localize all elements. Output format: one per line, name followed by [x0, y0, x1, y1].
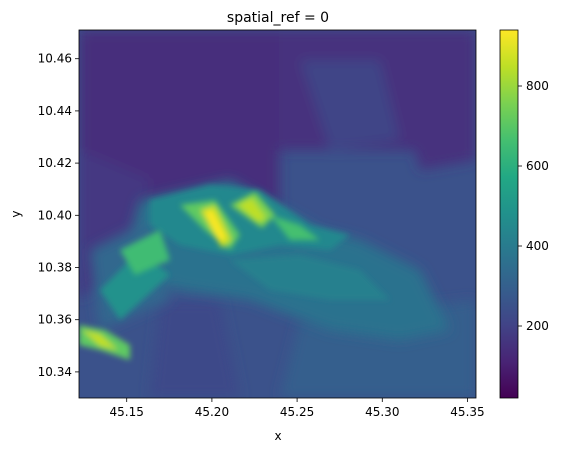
y-axis-ticks: 10.34 10.36 10.38 10.40 10.42 10.44 10.46 [38, 52, 79, 379]
y-tick-label: 10.40 [38, 208, 72, 222]
x-tick-label: 45.15 [110, 405, 144, 419]
x-tick-label: 45.25 [280, 405, 314, 419]
y-tick-label: 10.36 [38, 313, 72, 327]
x-tick-label: 45.35 [450, 405, 484, 419]
y-tick-label: 10.46 [38, 52, 72, 66]
y-tick-label: 10.44 [38, 104, 72, 118]
colorbar-tick-label: 400 [526, 239, 549, 253]
x-tick-label: 45.20 [195, 405, 229, 419]
heatmap-field [79, 30, 476, 398]
x-axis-ticks: 45.15 45.20 45.25 45.30 45.35 [110, 398, 485, 419]
terrain-ridges [79, 192, 320, 360]
y-axis-label: y [9, 210, 23, 217]
y-tick-label: 10.42 [38, 156, 72, 170]
x-axis-label: x [274, 429, 281, 443]
chart-title: spatial_ref = 0 [227, 10, 329, 26]
colorbar-tick-label: 800 [526, 79, 549, 93]
plot-frame [78, 29, 477, 399]
colorbar [499, 29, 519, 399]
x-tick-label: 45.30 [365, 405, 399, 419]
colorbar-tick-label: 600 [526, 159, 549, 173]
y-tick-label: 10.38 [38, 261, 72, 275]
colorbar-tick-label: 200 [526, 319, 549, 333]
y-tick-label: 10.34 [38, 365, 72, 379]
colorbar-ticks: 200 400 600 800 [518, 79, 549, 333]
